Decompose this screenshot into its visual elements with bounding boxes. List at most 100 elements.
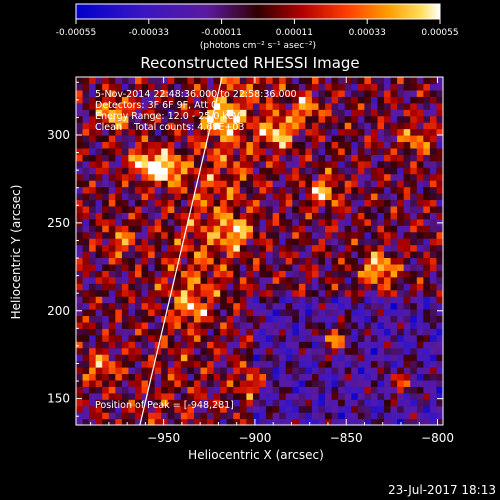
heatmap-cell [187, 360, 195, 368]
heatmap-cell [167, 399, 175, 407]
heatmap-cell [416, 122, 424, 130]
heatmap-cell [226, 418, 234, 425]
heatmap-cell [108, 96, 116, 104]
heatmap-cell [384, 309, 392, 317]
heatmap-cell [95, 205, 103, 213]
heatmap-cell [285, 147, 293, 155]
heatmap-cell [266, 412, 274, 420]
heatmap-cell [233, 160, 241, 168]
heatmap-cell [167, 379, 175, 387]
heatmap-cell [266, 83, 274, 91]
heatmap-cell [403, 102, 411, 110]
heatmap-cell [115, 173, 123, 181]
heatmap-cell [239, 122, 247, 130]
heatmap-cell [416, 276, 424, 284]
heatmap-cell [429, 412, 438, 420]
heatmap-cell [364, 270, 372, 278]
heatmap-cell [436, 89, 443, 97]
heatmap-cell [370, 392, 379, 400]
heatmap-cell [397, 321, 405, 329]
heatmap-cell [102, 379, 110, 387]
heatmap-cell [89, 412, 97, 420]
heatmap-cell [318, 302, 326, 310]
heatmap-cell [397, 96, 405, 104]
heatmap-cell [128, 244, 136, 252]
heatmap-cell [95, 147, 103, 155]
heatmap-cell [331, 341, 339, 349]
heatmap-cell [338, 379, 346, 387]
heatmap-cell [89, 360, 97, 368]
heatmap-cell [200, 154, 208, 162]
heatmap-cell [403, 212, 411, 220]
heatmap-cell [325, 315, 333, 323]
heatmap-cell [436, 321, 443, 329]
heatmap-cell [193, 263, 202, 271]
heatmap-cell [338, 102, 346, 110]
heatmap-cell [148, 135, 156, 143]
heatmap-cell [95, 283, 103, 291]
heatmap-cell [128, 77, 136, 85]
heatmap-cell [121, 341, 130, 349]
heatmap-cell [272, 77, 280, 85]
heatmap-cell [121, 321, 130, 329]
heatmap-cell [259, 283, 267, 291]
heatmap-cell [76, 89, 84, 97]
heatmap-cell [76, 225, 84, 233]
heatmap-cell [115, 225, 123, 233]
heatmap-cell [193, 386, 202, 394]
heatmap-cell [266, 212, 274, 220]
heatmap-cell [357, 321, 365, 329]
heatmap-cell [187, 296, 195, 304]
heatmap-cell [154, 167, 162, 175]
heatmap-cell [397, 328, 405, 336]
heatmap-cell [390, 347, 398, 355]
heatmap-cell [318, 199, 326, 207]
heatmap-cell [311, 77, 320, 85]
heatmap-cell [115, 334, 123, 342]
heatmap-cell [325, 205, 333, 213]
heatmap-cell [429, 341, 438, 349]
heatmap-cell [180, 160, 189, 168]
heatmap-cell [357, 347, 365, 355]
heatmap-cell [344, 77, 352, 85]
heatmap-cell [370, 154, 379, 162]
heatmap-cell [102, 360, 110, 368]
heatmap-cell [318, 251, 326, 259]
heatmap-cell [331, 167, 339, 175]
heatmap-cell [311, 186, 320, 194]
heatmap-cell [141, 347, 149, 355]
heatmap-cell [390, 77, 398, 85]
heatmap-cell [266, 354, 274, 362]
heatmap-cell [89, 193, 97, 201]
heatmap-cell [207, 154, 215, 162]
heatmap-cell [239, 302, 247, 310]
heatmap-cell [272, 257, 280, 265]
heatmap-cell [187, 251, 195, 259]
heatmap-cell [397, 283, 405, 291]
heatmap-cell [239, 373, 247, 381]
heatmap-cell [436, 109, 443, 117]
heatmap-cell [89, 386, 97, 394]
heatmap-cell [370, 231, 379, 239]
heatmap-cell [318, 115, 326, 123]
heatmap-cell [285, 328, 293, 336]
heatmap-cell [187, 160, 195, 168]
heatmap-cell [436, 289, 443, 297]
heatmap-cell [121, 257, 130, 265]
heatmap-cell [416, 354, 424, 362]
heatmap-cell [180, 205, 189, 213]
heatmap-cell [423, 167, 431, 175]
heatmap-cell [128, 154, 136, 162]
heatmap-cell [95, 302, 103, 310]
heatmap-cell [220, 354, 228, 362]
heatmap-cell [279, 102, 287, 110]
heatmap-cell [305, 128, 313, 136]
heatmap-cell [76, 193, 84, 201]
heatmap-cell [128, 302, 136, 310]
heatmap-cell [193, 173, 202, 181]
heatmap-cell [285, 154, 293, 162]
heatmap-cell [76, 405, 84, 413]
heatmap-cell [213, 257, 221, 265]
heatmap-cell [121, 147, 130, 155]
heatmap-cell [82, 283, 90, 291]
